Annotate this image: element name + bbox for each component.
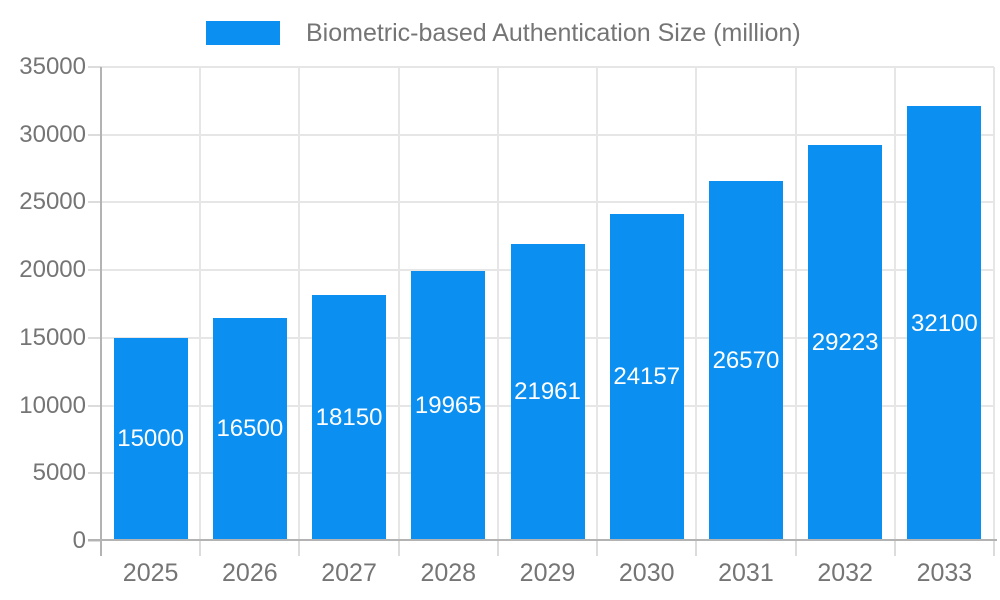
- h-gridline: [101, 201, 994, 204]
- y-tick-label: 15000: [19, 323, 86, 351]
- legend-label: Biometric-based Authentication Size (mil…: [306, 18, 801, 47]
- y-tick: [88, 201, 101, 204]
- x-tick-label: 2033: [916, 559, 973, 587]
- y-tick-label: 25000: [19, 188, 86, 216]
- x-tick: [397, 541, 400, 556]
- legend: Biometric-based Authentication Size (mil…: [206, 18, 801, 48]
- v-gridline: [893, 67, 896, 541]
- v-gridline: [199, 67, 202, 541]
- bar: 21961: [510, 243, 585, 541]
- y-tick: [88, 336, 101, 339]
- bar: 19965: [411, 270, 486, 541]
- bar: 15000: [113, 337, 188, 541]
- x-tick-label: 2030: [618, 559, 675, 587]
- x-tick: [199, 541, 202, 556]
- y-tick: [88, 540, 101, 542]
- x-tick-label: 2025: [122, 559, 179, 587]
- bar: 16500: [212, 317, 287, 541]
- v-gridline: [496, 67, 499, 541]
- x-tick: [596, 541, 599, 556]
- x-tick-label: 2029: [519, 559, 576, 587]
- bar-value-label: 18150: [315, 404, 383, 432]
- x-tick-label: 2028: [420, 559, 477, 587]
- y-tick-label: 35000: [19, 53, 86, 80]
- bar: 29223: [808, 145, 883, 541]
- bar: 32100: [907, 106, 982, 541]
- bar-value-label: 21961: [514, 378, 581, 406]
- bar: 18150: [312, 295, 387, 541]
- bar-value-label: 32100: [911, 309, 978, 337]
- bar-value-label: 16500: [216, 415, 284, 443]
- y-tick: [88, 66, 101, 68]
- bar: 26570: [708, 181, 783, 541]
- x-tick: [993, 541, 995, 556]
- v-gridline: [993, 67, 995, 541]
- x-tick-label: 2032: [817, 559, 873, 587]
- x-axis-line: [88, 539, 997, 541]
- x-tick-label: 2026: [222, 559, 278, 587]
- v-gridline: [298, 67, 301, 541]
- v-gridline: [397, 67, 400, 541]
- v-gridline: [695, 67, 698, 541]
- y-tick: [88, 133, 101, 136]
- x-tick: [298, 541, 301, 556]
- y-tick-label: 20000: [19, 256, 86, 284]
- x-tick-label: 2027: [321, 559, 377, 587]
- bar-value-label: 24157: [613, 363, 681, 391]
- x-tick: [794, 541, 797, 556]
- v-gridline: [596, 67, 599, 541]
- bar-value-label: 26570: [712, 347, 780, 375]
- y-axis-line: [100, 67, 102, 556]
- x-tick-label: 2031: [718, 559, 774, 587]
- bar-value-label: 15000: [117, 425, 184, 453]
- h-gridline: [101, 66, 994, 68]
- bar: 24157: [609, 213, 684, 541]
- x-tick: [695, 541, 698, 556]
- y-tick: [88, 404, 101, 407]
- legend-swatch-icon: [206, 21, 280, 45]
- x-tick: [893, 541, 896, 556]
- y-tick-label: 0: [72, 527, 86, 554]
- v-gridline: [794, 67, 797, 541]
- bar-value-label: 29223: [811, 329, 879, 357]
- h-gridline: [101, 133, 994, 136]
- x-tick: [496, 541, 499, 556]
- y-tick-label: 5000: [32, 459, 86, 487]
- bar-value-label: 19965: [414, 391, 482, 419]
- y-tick-label: 30000: [19, 120, 86, 148]
- y-tick: [88, 269, 101, 272]
- y-tick: [88, 472, 101, 475]
- y-tick-label: 10000: [19, 391, 86, 419]
